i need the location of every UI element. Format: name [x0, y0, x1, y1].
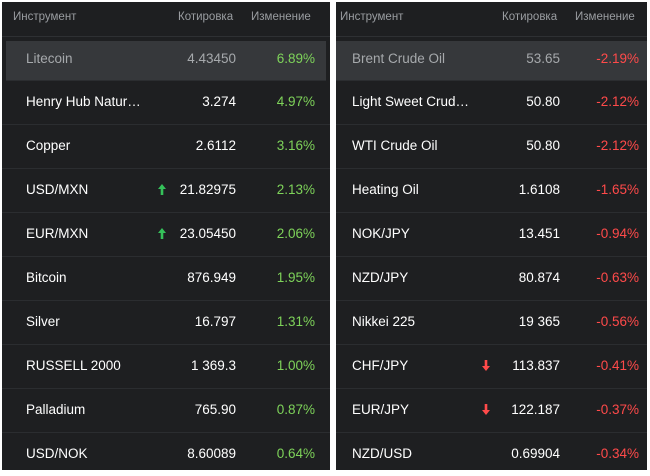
table-row[interactable]: RUSSELL 2000 1 369.3 1.00% — [2, 345, 330, 389]
instrument-name[interactable]: EUR/MXN — [26, 226, 89, 241]
instrument-name[interactable]: Copper — [26, 138, 71, 153]
change-value: 6.89% — [276, 51, 315, 66]
table-row[interactable]: Nikkei 225 19 365 -0.56% — [336, 301, 647, 345]
change-value: 3.16% — [276, 138, 315, 153]
change-value: 0.87% — [276, 402, 315, 417]
table-header: Инструмент Котировка Изменение — [2, 2, 330, 37]
change-value: 1.31% — [276, 314, 315, 329]
quote-value: 50.80 — [526, 138, 560, 153]
quote-value: 16.797 — [194, 314, 236, 329]
instrument-name[interactable]: CHF/JPY — [352, 358, 409, 373]
instrument-name[interactable]: Nikkei 225 — [352, 314, 416, 329]
quote-value: 2.6112 — [195, 138, 236, 153]
change-value: 2.06% — [276, 226, 315, 241]
table-row[interactable]: Copper 2.6112 3.16% — [2, 125, 330, 169]
table-row[interactable]: CHF/JPY 113.837 -0.41% — [336, 345, 647, 389]
table-row[interactable]: Litecoin 4.43450 6.89% — [6, 41, 326, 81]
quote-value: 13.451 — [518, 226, 560, 241]
quote-value: 19 365 — [518, 314, 560, 329]
change-value: -2.12% — [596, 138, 639, 153]
quote-value: 4.43450 — [187, 51, 236, 66]
instrument-name[interactable]: Palladium — [26, 402, 86, 417]
table-row[interactable]: EUR/JPY 122.187 -0.37% — [336, 389, 647, 433]
table-row[interactable]: Bitcoin 876.949 1.95% — [2, 257, 330, 301]
table-row[interactable]: Light Sweet Crud… 50.80 -2.12% — [336, 81, 647, 125]
quote-value: 1 369.3 — [190, 358, 236, 373]
instrument-name[interactable]: Heating Oil — [352, 182, 419, 197]
column-header-quote[interactable]: Котировка — [502, 11, 558, 23]
quote-value: 876.949 — [187, 270, 236, 285]
change-value: -2.12% — [596, 94, 639, 109]
table-row[interactable]: USD/NOK 8.60089 0.64% — [2, 433, 330, 476]
table-row[interactable]: Brent Crude Oil 53.65 -2.19% — [336, 41, 647, 81]
quote-value: 0.69904 — [511, 446, 560, 461]
instrument-name[interactable]: Bitcoin — [26, 270, 67, 285]
column-header-change[interactable]: Изменение — [575, 11, 635, 23]
instrument-name[interactable]: NZD/JPY — [352, 270, 409, 285]
table-row[interactable]: Heating Oil 1.6108 -1.65% — [336, 169, 647, 213]
table-header: Инструмент Котировка Изменение — [336, 2, 647, 37]
change-value: -0.37% — [596, 402, 639, 417]
change-value: 0.64% — [276, 446, 315, 461]
down-arrow-icon — [482, 404, 490, 415]
quote-value: 3.274 — [202, 94, 236, 109]
column-header-change[interactable]: Изменение — [251, 11, 311, 23]
change-value: -0.94% — [596, 226, 639, 241]
quote-value: 8.60089 — [187, 446, 236, 461]
quote-value: 1.6108 — [518, 182, 560, 197]
quote-value: 765.90 — [194, 402, 236, 417]
table-row[interactable]: NOK/JPY 13.451 -0.94% — [336, 213, 647, 257]
instrument-name[interactable]: RUSSELL 2000 — [26, 358, 121, 373]
table-body: Brent Crude Oil 53.65 -2.19% Light Sweet… — [336, 41, 647, 476]
change-value: 2.13% — [276, 182, 315, 197]
up-arrow-icon — [158, 184, 166, 195]
column-header-instrument[interactable]: Инструмент — [13, 11, 77, 23]
gainers-table: Инструмент Котировка Изменение Litecoin … — [2, 2, 330, 470]
quote-value: 50.80 — [526, 94, 560, 109]
instrument-name[interactable]: Light Sweet Crud… — [352, 94, 470, 109]
table-row[interactable]: Palladium 765.90 0.87% — [2, 389, 330, 433]
up-arrow-icon — [158, 228, 166, 239]
instrument-name[interactable]: Henry Hub Natur… — [26, 94, 141, 109]
instrument-name[interactable]: Brent Crude Oil — [352, 51, 446, 66]
change-value: 4.97% — [276, 94, 315, 109]
change-value: -1.65% — [596, 182, 639, 197]
table-row[interactable]: USD/MXN 21.82975 2.13% — [2, 169, 330, 213]
instrument-name[interactable]: USD/MXN — [26, 182, 89, 197]
quote-value: 80.874 — [518, 270, 560, 285]
change-value: -0.34% — [596, 446, 639, 461]
change-value: -0.41% — [596, 358, 639, 373]
column-header-quote[interactable]: Котировка — [178, 11, 234, 23]
table-row[interactable]: NZD/USD 0.69904 -0.34% — [336, 433, 647, 476]
quote-value: 21.82975 — [179, 182, 236, 197]
quote-value: 53.65 — [526, 51, 560, 66]
change-value: -0.56% — [596, 314, 639, 329]
table-row[interactable]: EUR/MXN 23.05450 2.06% — [2, 213, 330, 257]
table-body: Litecoin 4.43450 6.89% Henry Hub Natur… … — [2, 41, 330, 476]
quote-value: 23.05450 — [179, 226, 236, 241]
change-value: 1.95% — [276, 270, 315, 285]
losers-table: Инструмент Котировка Изменение Brent Cru… — [336, 2, 647, 470]
down-arrow-icon — [482, 360, 490, 371]
instrument-name[interactable]: WTI Crude Oil — [352, 138, 438, 153]
column-header-instrument[interactable]: Инструмент — [340, 11, 404, 23]
instrument-name[interactable]: NZD/USD — [352, 446, 412, 461]
table-row[interactable]: NZD/JPY 80.874 -0.63% — [336, 257, 647, 301]
change-value: 1.00% — [276, 358, 315, 373]
instrument-name[interactable]: USD/NOK — [26, 446, 88, 461]
change-value: -0.63% — [596, 270, 639, 285]
instrument-name[interactable]: Litecoin — [26, 51, 73, 66]
instrument-name[interactable]: Silver — [26, 314, 60, 329]
table-row[interactable]: Henry Hub Natur… 3.274 4.97% — [2, 81, 330, 125]
table-row[interactable]: Silver 16.797 1.31% — [2, 301, 330, 345]
quote-value: 113.837 — [512, 358, 560, 373]
instrument-name[interactable]: NOK/JPY — [352, 226, 410, 241]
instrument-name[interactable]: EUR/JPY — [352, 402, 410, 417]
table-row[interactable]: WTI Crude Oil 50.80 -2.12% — [336, 125, 647, 169]
change-value: -2.19% — [596, 51, 639, 66]
quote-value: 122.187 — [511, 402, 560, 417]
